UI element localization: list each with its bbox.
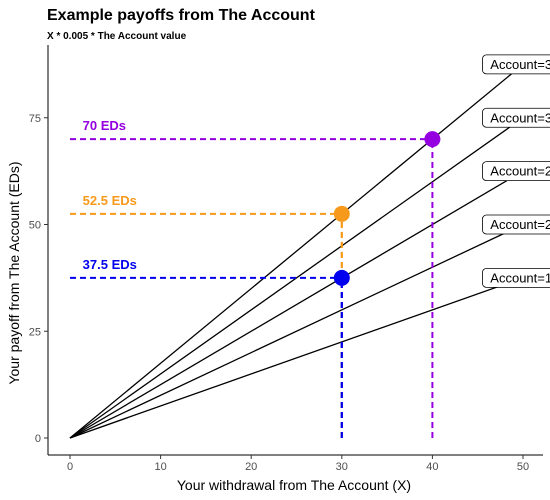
series-label-box — [482, 161, 550, 182]
x-tick-label: 20 — [245, 461, 257, 473]
series-label: Account=200 — [490, 217, 550, 232]
y-tick-label: 75 — [29, 113, 41, 125]
series-label-box — [482, 267, 550, 288]
x-tick-label: 0 — [67, 461, 73, 473]
series-label: Account=250 — [490, 164, 550, 179]
highlight-point — [333, 269, 350, 286]
series-label: Account=300 — [490, 110, 550, 125]
highlight-point — [424, 131, 441, 148]
series-line — [69, 170, 524, 439]
chart-subtitle: X * 0.005 * The Account value — [47, 31, 187, 42]
highlight-label: 52.5 EDs — [83, 193, 137, 208]
x-tick-label: 40 — [426, 461, 438, 473]
series-label-box — [482, 214, 550, 235]
y-axis-label: Your payoff from The Account (EDs) — [6, 161, 22, 384]
highlight-label: 37.5 EDs — [83, 257, 137, 272]
chart-title: Example payoffs from The Account — [47, 7, 316, 24]
series-line — [69, 223, 524, 439]
x-axis-label: Your withdrawal from The Account (X) — [177, 477, 411, 493]
series-line — [69, 63, 524, 439]
highlight-point — [333, 205, 350, 222]
x-tick-label: 10 — [154, 461, 166, 473]
y-tick-label: 0 — [35, 433, 41, 445]
series-line — [69, 277, 524, 439]
highlight-label: 70 EDs — [83, 118, 126, 133]
y-tick-label: 50 — [29, 220, 41, 232]
series-label: Account=350 — [490, 57, 550, 72]
y-tick-label: 25 — [29, 326, 41, 338]
series-label-box — [482, 54, 550, 75]
series-line — [69, 117, 524, 439]
series-label: Account=150 — [490, 270, 550, 285]
x-tick-label: 50 — [517, 461, 529, 473]
series-label-box — [482, 107, 550, 128]
x-tick-label: 30 — [336, 461, 348, 473]
plot-area: 0 10 20 30 40 50 0 25 50 75 37.5 EDs 52.5 EDs 70 EDs… — [29, 45, 550, 473]
